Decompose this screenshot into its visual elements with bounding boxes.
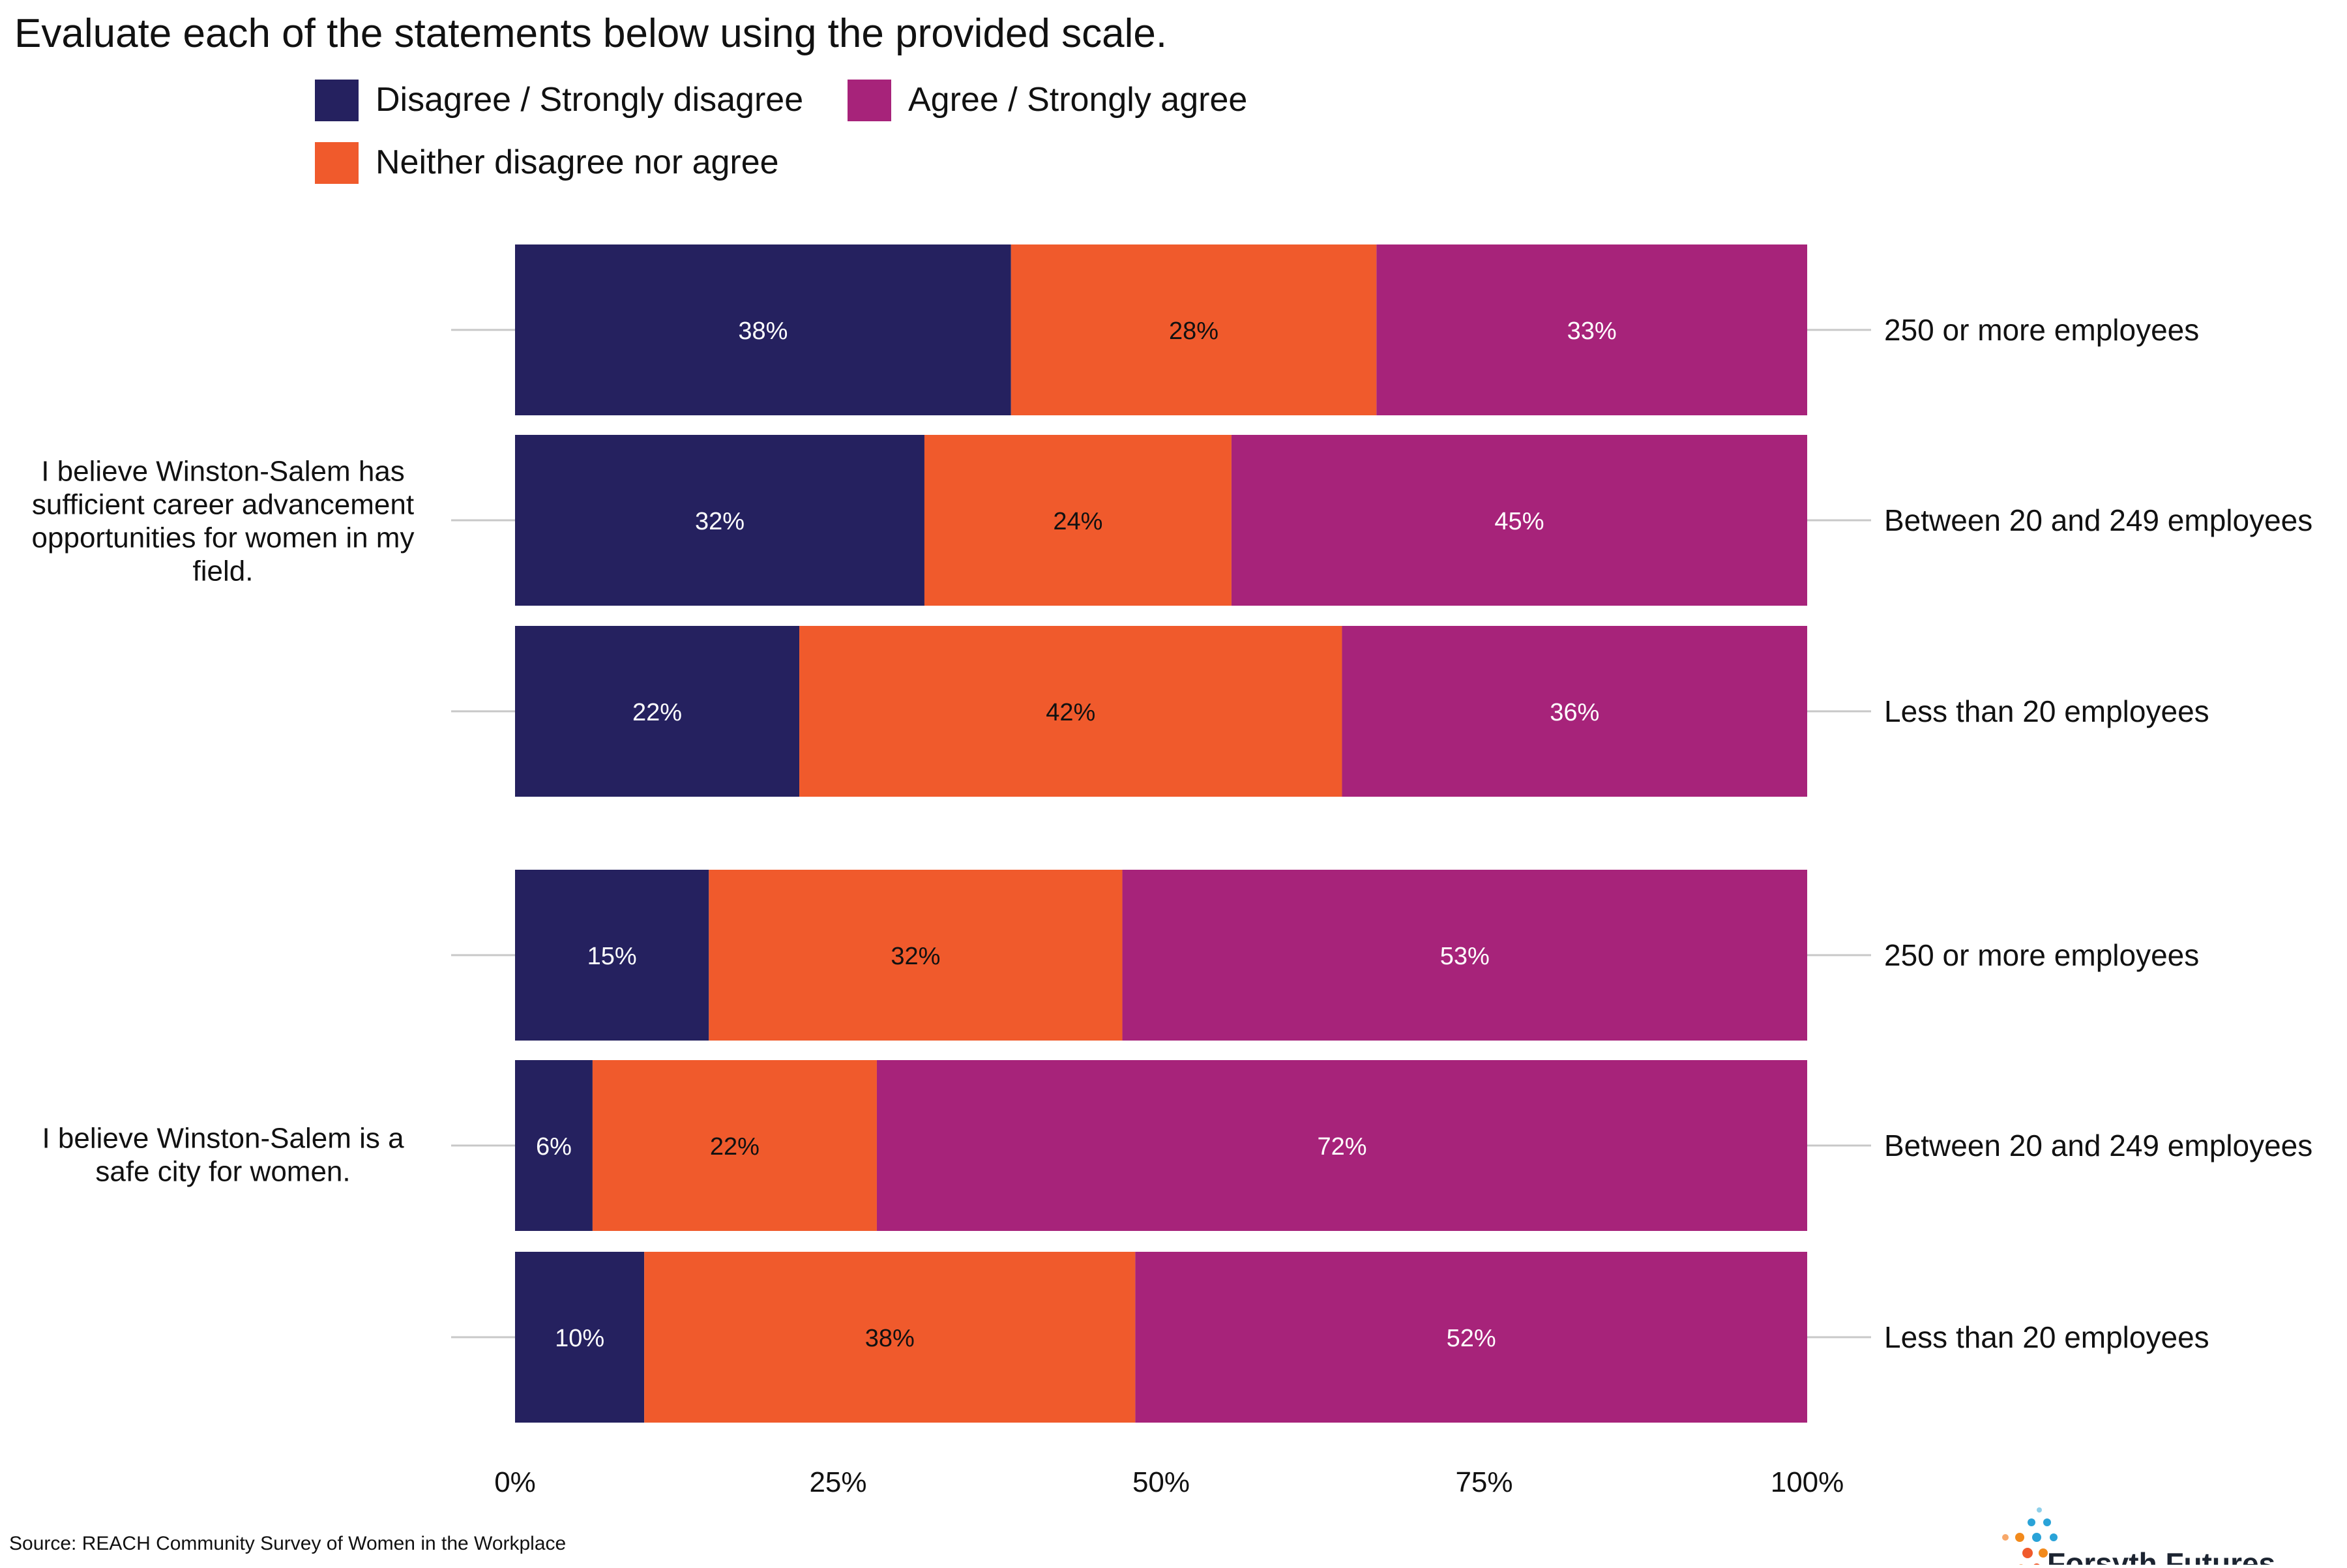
bar-segment-1-0-2 [709,870,1123,1041]
logo-dot [2022,1548,2033,1558]
statement-line: field. [193,555,254,587]
data-label-1-1-2: 22% [710,1133,760,1161]
x-tick-label: 75% [1455,1466,1513,1498]
data-label-1-2-0: 10% [555,1325,604,1352]
legend-swatch-1 [848,80,891,121]
legend-swatch-2 [315,142,359,184]
statement-line: I believe Winston-Salem is a [42,1123,404,1155]
data-label-0-1-2: 24% [1053,508,1102,535]
logo-dot [2050,1533,2058,1541]
bar-segment-1-0-1 [1122,870,1807,1041]
bar-segment-1-0-0 [515,870,709,1041]
x-tick-label: 50% [1132,1466,1190,1498]
data-label-1-2-2: 38% [865,1325,915,1352]
bar-segment-0-2-1 [1342,626,1807,797]
data-label-1-2-1: 52% [1447,1325,1496,1352]
legend: Disagree / Strongly disagree Agree / Stro… [315,80,1247,184]
logo-dot [2037,1507,2042,1513]
bar-segment-1-1-2 [592,1060,877,1231]
category-label-1-0: 250 or more employees [1884,938,2199,972]
data-label-0-0-2: 28% [1169,318,1218,345]
statement-label-1: I believe Winston-Salem is a safe city fo… [42,1123,404,1188]
logo-dot [2028,1518,2035,1526]
plot-area: I believe Winston-Salem has sufficient ca… [32,244,2312,1423]
legend-label-1: Agree / Strongly agree [908,81,1247,119]
brand-name: Forsyth Futures [2047,1546,2275,1565]
data-label-0-2-2: 42% [1046,699,1095,726]
statement-line: safe city for women. [95,1156,350,1188]
data-label-0-0-0: 38% [738,318,788,345]
x-tick-label: 100% [1771,1466,1844,1498]
data-label-1-1-1: 72% [1317,1133,1366,1161]
logo-dot [2039,1548,2048,1558]
data-label-0-1-1: 45% [1494,508,1544,535]
data-label-1-0-1: 53% [1440,943,1490,970]
logo-dot [2002,1534,2009,1541]
bar-segment-1-1-1 [876,1060,1807,1231]
statement-line: I believe Winston-Salem has [41,456,405,488]
logo-dot [2015,1533,2024,1542]
logo-dot [2043,1518,2051,1526]
data-label-0-2-1: 36% [1550,699,1599,726]
x-tick-label: 0% [494,1466,536,1498]
category-label-0-1: Between 20 and 249 employees [1884,503,2312,537]
bar-segment-1-2-2 [644,1252,1136,1423]
bar-segment-0-0-0 [515,244,1011,415]
bar-segment-0-0-1 [1376,244,1807,415]
bar-segment-1-1-0 [515,1060,593,1231]
statement-label-0: I believe Winston-Salem has sufficient ca… [32,456,415,587]
data-label-1-0-0: 15% [587,943,637,970]
legend-label-0: Disagree / Strongly disagree [376,81,803,119]
bar-segment-1-2-0 [515,1252,645,1423]
bar-segment-0-0-2 [1011,244,1377,415]
source-note: Source: REACH Community Survey of Women … [9,1533,566,1554]
statement-line: opportunities for women in my [32,522,415,554]
bar-segment-0-2-0 [515,626,800,797]
x-axis: 0% 25% 50% 75% 100% [494,1466,1844,1498]
bar-segment-1-2-1 [1135,1252,1807,1423]
brand-logo: Forsyth Futures [2002,1507,2275,1568]
data-label-1-0-2: 32% [891,943,940,970]
bar-segment-0-1-1 [1231,435,1807,606]
category-label-1-1: Between 20 and 249 employees [1884,1129,2312,1162]
data-label-0-1-0: 32% [695,508,745,535]
legend-swatch-0 [315,80,359,121]
chart-title: Evaluate each of the statements below us… [14,11,1167,56]
category-label-1-2: Less than 20 employees [1884,1320,2209,1354]
legend-label-2: Neither disagree nor agree [376,143,779,181]
data-label-1-1-0: 6% [536,1133,572,1161]
x-tick-label: 25% [809,1466,866,1498]
statement-line: sufficient career advancement [32,489,414,521]
category-label-0-2: Less than 20 employees [1884,694,2209,728]
data-label-0-0-1: 33% [1567,318,1617,345]
data-label-0-2-0: 22% [632,699,682,726]
bar-segment-0-1-0 [515,435,924,606]
category-label-0-0: 250 or more employees [1884,313,2199,347]
logo-dot [2032,1533,2041,1542]
bar-segment-0-2-2 [799,626,1342,797]
bar-segment-0-1-2 [924,435,1232,606]
